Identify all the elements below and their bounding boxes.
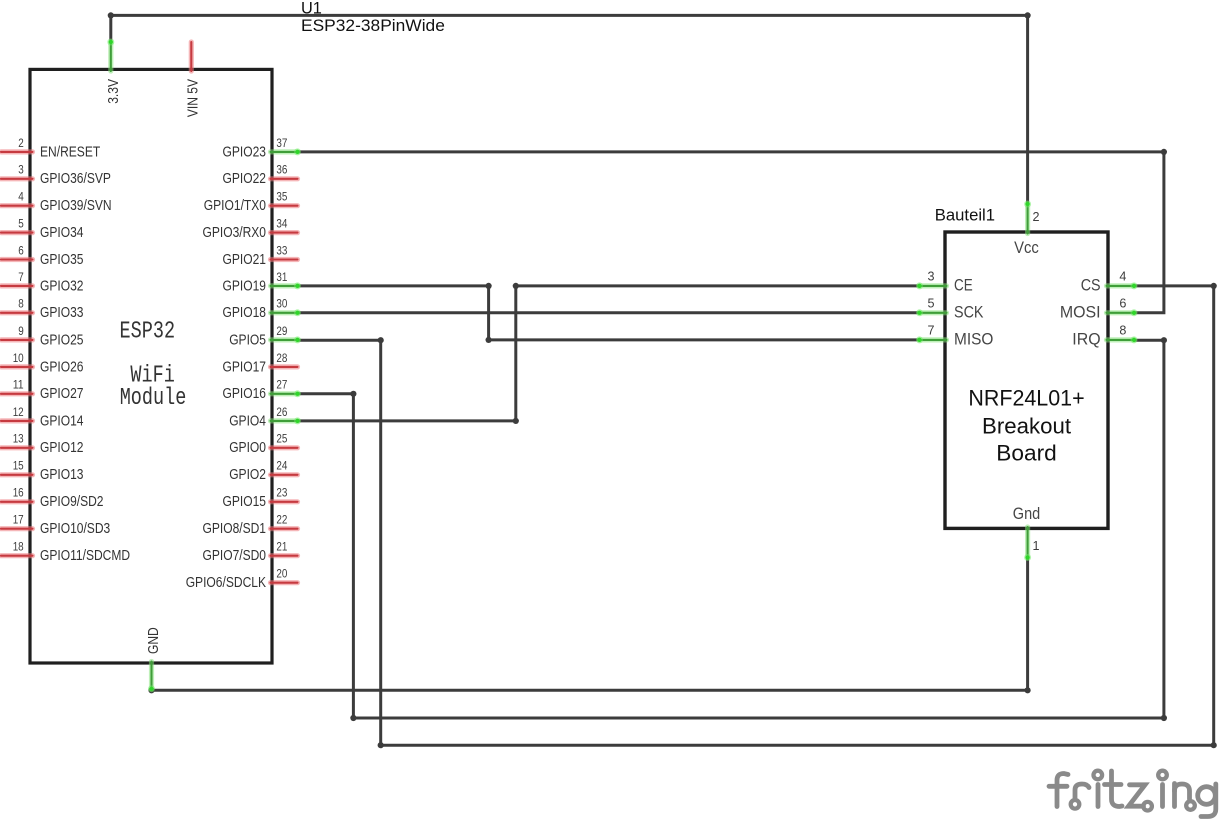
svg-text:GPIO36/SVP: GPIO36/SVP: [40, 171, 111, 187]
svg-text:GPIO6/SDCLK: GPIO6/SDCLK: [186, 575, 267, 591]
svg-text:16: 16: [13, 486, 24, 500]
svg-text:GPIO12: GPIO12: [40, 440, 84, 456]
svg-text:GPIO8/SD1: GPIO8/SD1: [203, 521, 267, 537]
svg-text:Module: Module: [120, 384, 187, 412]
svg-text:36: 36: [276, 163, 287, 177]
svg-text:Bauteil1: Bauteil1: [935, 205, 995, 224]
svg-text:6: 6: [1119, 296, 1126, 310]
svg-text:7: 7: [18, 270, 24, 284]
svg-text:GPIO13: GPIO13: [40, 467, 84, 483]
svg-text:4: 4: [18, 190, 24, 204]
svg-text:GPIO22: GPIO22: [223, 171, 267, 187]
svg-text:U1: U1: [301, 0, 322, 18]
svg-text:28: 28: [276, 351, 287, 365]
svg-text:3: 3: [18, 163, 24, 177]
svg-text:30: 30: [276, 297, 287, 311]
svg-text:GPIO3/RX0: GPIO3/RX0: [203, 225, 267, 241]
svg-text:GPIO5: GPIO5: [229, 332, 266, 348]
svg-text:25: 25: [276, 432, 287, 446]
svg-text:MISO: MISO: [954, 330, 993, 349]
svg-text:2: 2: [18, 136, 24, 150]
svg-text:GPIO0: GPIO0: [229, 440, 266, 456]
svg-text:GPIO34: GPIO34: [40, 225, 84, 241]
svg-text:27: 27: [276, 378, 287, 392]
svg-text:SCK: SCK: [954, 302, 984, 321]
svg-text:GPIO35: GPIO35: [40, 252, 84, 268]
svg-text:6: 6: [18, 243, 24, 257]
svg-text:23: 23: [276, 486, 287, 500]
svg-text:GPIO39/SVN: GPIO39/SVN: [40, 198, 112, 214]
svg-text:26: 26: [276, 405, 287, 419]
svg-text:VIN 5V: VIN 5V: [186, 79, 202, 117]
svg-text:37: 37: [276, 136, 287, 150]
svg-text:GPIO33: GPIO33: [40, 305, 84, 321]
svg-text:8: 8: [1119, 323, 1126, 337]
svg-text:CE: CE: [954, 276, 973, 295]
svg-text:18: 18: [13, 540, 24, 554]
svg-text:33: 33: [276, 243, 287, 257]
svg-text:GPIO27: GPIO27: [40, 386, 84, 402]
svg-text:22: 22: [276, 513, 287, 527]
svg-text:9: 9: [18, 324, 24, 338]
svg-text:GPIO25: GPIO25: [40, 332, 84, 348]
svg-text:2: 2: [1033, 210, 1040, 224]
svg-text:GPIO10/SD3: GPIO10/SD3: [40, 521, 110, 537]
svg-text:3: 3: [927, 269, 934, 283]
svg-text:Gnd: Gnd: [1013, 504, 1040, 523]
svg-text:WiFi: WiFi: [130, 361, 174, 389]
svg-text:GPIO11/SDCMD: GPIO11/SDCMD: [40, 548, 130, 564]
svg-text:12: 12: [13, 405, 24, 419]
svg-text:29: 29: [276, 324, 287, 338]
svg-text:GPIO17: GPIO17: [223, 359, 267, 375]
svg-text:24: 24: [276, 459, 287, 473]
svg-text:31: 31: [276, 270, 287, 284]
svg-text:5: 5: [18, 217, 24, 231]
svg-text:GPIO21: GPIO21: [223, 252, 267, 268]
svg-text:MOSI: MOSI: [1060, 302, 1101, 321]
svg-text:GND: GND: [146, 627, 162, 654]
svg-text:15: 15: [13, 459, 24, 473]
svg-text:GPIO2: GPIO2: [229, 467, 266, 483]
svg-text:GPIO18: GPIO18: [223, 305, 267, 321]
svg-text:17: 17: [13, 513, 24, 527]
svg-text:3.3V: 3.3V: [106, 79, 122, 104]
svg-text:GPIO26: GPIO26: [40, 359, 84, 375]
svg-text:IRQ: IRQ: [1072, 330, 1100, 349]
svg-text:1: 1: [1033, 539, 1040, 553]
svg-text:ESP32: ESP32: [120, 317, 175, 345]
svg-text:NRF24L01+: NRF24L01+: [968, 386, 1084, 411]
svg-text:7: 7: [927, 323, 934, 337]
svg-text:CS: CS: [1081, 276, 1101, 295]
svg-text:GPIO9/SD2: GPIO9/SD2: [40, 494, 104, 510]
svg-text:4: 4: [1119, 269, 1126, 283]
svg-text:Breakout: Breakout: [982, 413, 1072, 438]
svg-text:13: 13: [13, 432, 24, 446]
svg-text:21: 21: [276, 540, 287, 554]
svg-text:GPIO14: GPIO14: [40, 413, 84, 429]
svg-text:GPIO19: GPIO19: [223, 278, 267, 294]
svg-text:ESP32-38PinWide: ESP32-38PinWide: [301, 17, 445, 35]
svg-text:Board: Board: [996, 440, 1057, 465]
svg-text:34: 34: [276, 217, 287, 231]
svg-text:5: 5: [927, 296, 934, 310]
svg-text:GPIO1/TX0: GPIO1/TX0: [204, 198, 266, 214]
svg-text:EN/RESET: EN/RESET: [40, 144, 100, 160]
svg-text:GPIO32: GPIO32: [40, 278, 84, 294]
svg-text:20: 20: [276, 567, 287, 581]
svg-text:GPIO15: GPIO15: [223, 494, 267, 510]
svg-text:GPIO23: GPIO23: [223, 144, 267, 160]
svg-text:GPIO4: GPIO4: [229, 413, 266, 429]
svg-text:8: 8: [18, 297, 24, 311]
svg-text:35: 35: [276, 190, 287, 204]
svg-text:Vcc: Vcc: [1014, 238, 1039, 257]
svg-text:GPIO16: GPIO16: [223, 386, 267, 402]
svg-text:10: 10: [13, 351, 24, 365]
svg-text:GPIO7/SD0: GPIO7/SD0: [203, 548, 267, 564]
svg-text:11: 11: [13, 378, 24, 392]
